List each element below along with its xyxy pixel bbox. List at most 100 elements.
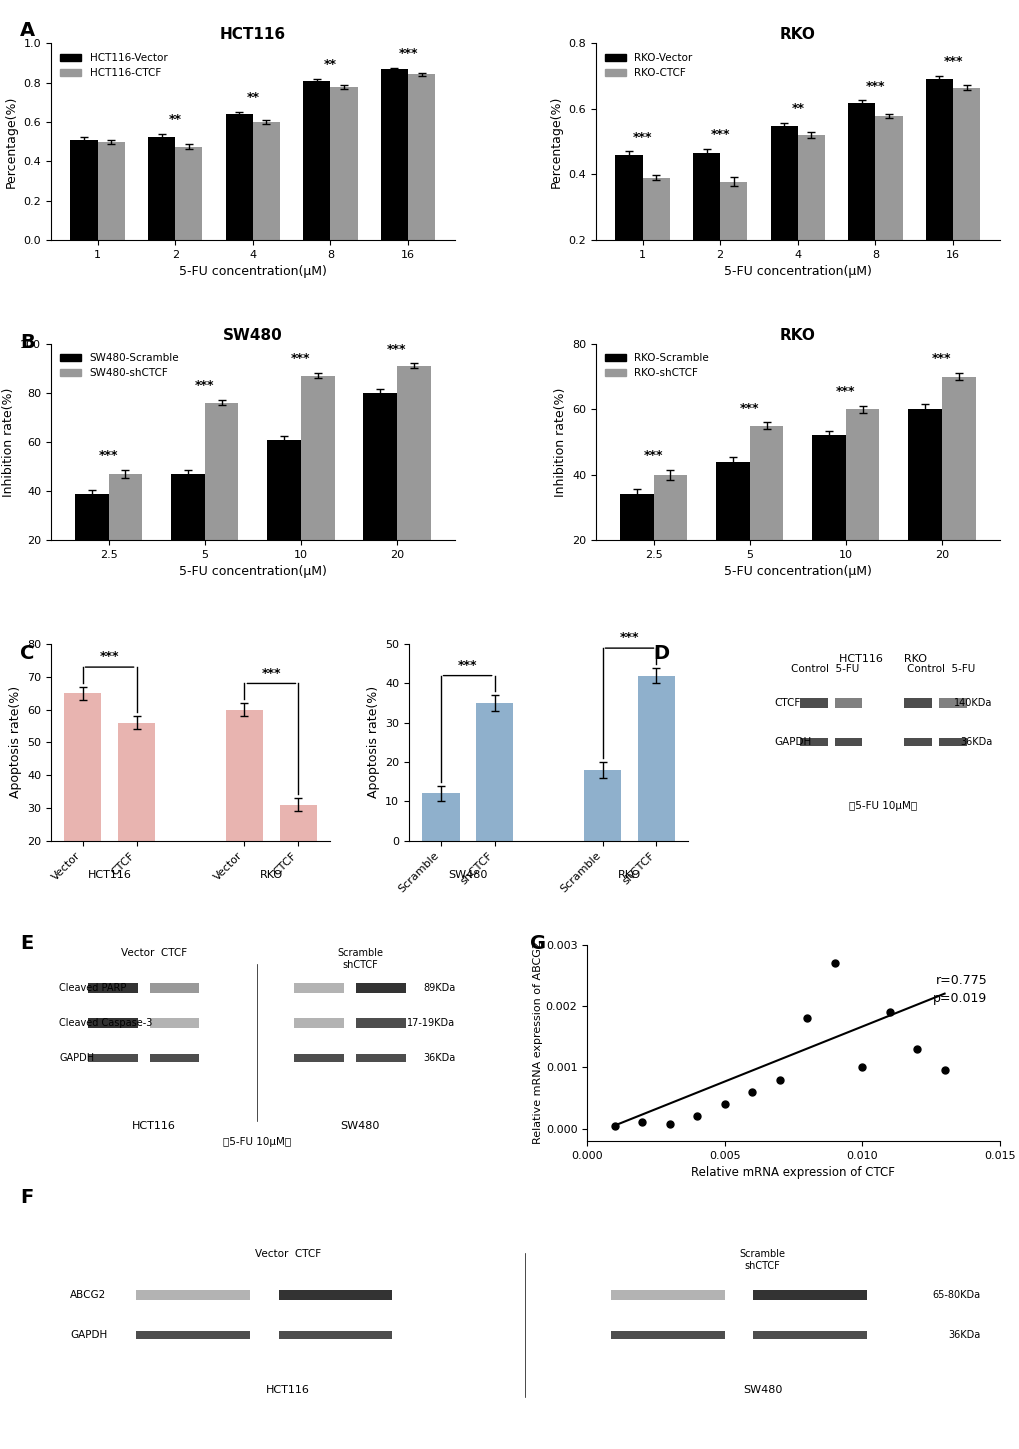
Bar (907, 409, 941, 606)
Text: p=0.019: p=0.019 (932, 991, 986, 1004)
Bar (294, 982, 343, 993)
Y-axis label: Apoptosis rate(%): Apoptosis rate(%) (8, 687, 21, 798)
Text: Cleaved PARP: Cleaved PARP (59, 982, 126, 993)
Bar (117, 723, 155, 906)
Point (853, 1056, 869, 1080)
Text: ABCG2: ABCG2 (70, 1290, 106, 1300)
Text: GAPDH: GAPDH (59, 1053, 95, 1064)
Bar (148, 136, 175, 239)
Text: 36KDa: 36KDa (960, 738, 991, 748)
Point (688, 1104, 704, 1127)
Bar (150, 1055, 200, 1062)
Point (715, 1093, 732, 1116)
Bar (396, 367, 430, 590)
Bar (88, 1019, 138, 1027)
Bar (475, 703, 513, 840)
Bar (278, 1290, 392, 1300)
Text: SW480: SW480 (340, 1122, 380, 1132)
Bar (253, 122, 280, 239)
Bar (421, 794, 459, 840)
Bar (952, 87, 979, 306)
Bar (642, 178, 669, 306)
Bar (637, 675, 675, 840)
Text: F: F (20, 1188, 34, 1207)
Text: **: ** (324, 58, 336, 71)
Text: HCT116: HCT116 (88, 869, 131, 880)
Bar (267, 439, 301, 590)
Text: Vector  CTCF: Vector CTCF (255, 1249, 321, 1259)
Bar (330, 87, 358, 239)
Bar (301, 375, 334, 590)
Legend: HCT116-Vector, HCT116-CTCF: HCT116-Vector, HCT116-CTCF (56, 49, 171, 83)
Bar (75, 494, 109, 590)
Y-axis label: Percentage(%): Percentage(%) (549, 96, 562, 188)
Text: E: E (20, 935, 34, 953)
Text: CTCF: CTCF (773, 698, 800, 709)
Text: （5-FU 10μM）: （5-FU 10μM） (849, 801, 916, 811)
Bar (278, 1332, 392, 1339)
Point (770, 1068, 787, 1091)
Bar (834, 739, 862, 746)
Point (908, 1037, 924, 1061)
Bar (610, 1290, 723, 1300)
Text: **: ** (168, 113, 181, 126)
Text: HCT116: HCT116 (132, 1122, 176, 1132)
Bar (356, 1055, 406, 1062)
Bar (150, 982, 200, 993)
Bar (363, 393, 396, 590)
Y-axis label: Relative mRNA expression of ABCG2: Relative mRNA expression of ABCG2 (532, 942, 542, 1145)
Point (935, 1059, 952, 1082)
Legend: RKO-Vector, RKO-CTCF: RKO-Vector, RKO-CTCF (600, 49, 696, 83)
Text: **: ** (246, 91, 259, 104)
Text: B: B (20, 333, 35, 352)
Title: SW480: SW480 (223, 327, 282, 342)
Y-axis label: Percentage(%): Percentage(%) (5, 96, 18, 188)
Text: G: G (530, 935, 546, 953)
Text: ***: *** (943, 55, 962, 68)
Text: ***: *** (290, 352, 311, 365)
Text: 140KDa: 140KDa (954, 698, 991, 709)
Bar (938, 698, 966, 709)
Text: Scramble
shCTCF: Scramble shCTCF (739, 1249, 785, 1271)
Bar (356, 1019, 406, 1027)
Bar (797, 135, 824, 306)
Y-axis label: Inhibition rate(%): Inhibition rate(%) (553, 387, 566, 497)
Text: RKO: RKO (618, 869, 640, 880)
Text: SW480: SW480 (447, 869, 487, 880)
Text: GAPDH: GAPDH (773, 738, 810, 748)
Y-axis label: Apoptosis rate(%): Apoptosis rate(%) (366, 687, 379, 798)
X-axis label: Relative mRNA expression of CTCF: Relative mRNA expression of CTCF (691, 1166, 895, 1179)
Text: 36KDa: 36KDa (423, 1053, 454, 1064)
Text: ***: *** (398, 46, 418, 59)
Text: ***: *** (709, 129, 730, 142)
Bar (98, 142, 124, 239)
Text: SW480: SW480 (742, 1385, 782, 1395)
Text: ***: *** (632, 130, 651, 143)
Bar (109, 474, 143, 590)
Bar (225, 710, 263, 906)
Text: ***: *** (865, 80, 884, 93)
Text: **: ** (791, 101, 804, 114)
Text: HCT116      RKO: HCT116 RKO (839, 653, 926, 664)
Bar (614, 155, 642, 306)
Bar (749, 426, 783, 606)
Text: ***: *** (836, 385, 855, 398)
Point (880, 1000, 897, 1023)
Text: Vector  CTCF: Vector CTCF (121, 949, 187, 958)
Bar (205, 403, 238, 590)
Bar (811, 436, 845, 606)
X-axis label: 5-FU concentration(μM): 5-FU concentration(μM) (178, 565, 326, 578)
Text: ***: *** (643, 449, 662, 462)
Legend: RKO-Scramble, RKO-shCTCF: RKO-Scramble, RKO-shCTCF (600, 349, 712, 383)
Point (798, 1007, 814, 1030)
Y-axis label: Inhibition rate(%): Inhibition rate(%) (2, 387, 14, 497)
Bar (279, 804, 317, 906)
Text: HCT116: HCT116 (266, 1385, 310, 1395)
Text: 65-80KDa: 65-80KDa (931, 1290, 979, 1300)
Text: ***: *** (262, 667, 281, 680)
Text: ***: *** (458, 659, 477, 672)
Text: A: A (20, 22, 36, 41)
Title: HCT116: HCT116 (219, 28, 285, 42)
Text: ***: *** (100, 651, 119, 664)
Bar (303, 81, 330, 239)
